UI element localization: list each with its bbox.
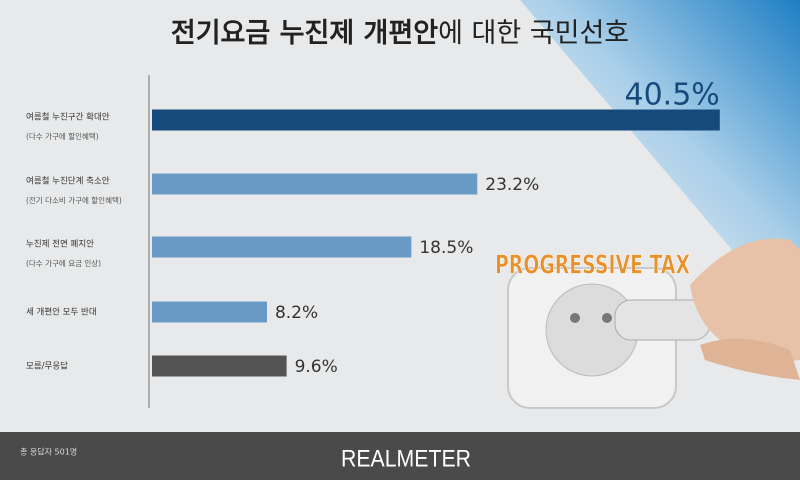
category-note: (다수 가구에 요금 인상): [26, 258, 101, 268]
value-label: 23.2%: [485, 175, 539, 195]
socket-hole: [570, 313, 580, 323]
value-label: 18.5%: [419, 238, 473, 258]
footer-bar: [0, 432, 800, 480]
source-logo: REALMETER: [341, 445, 471, 472]
title-rest: 에 대한 국민선호: [438, 18, 629, 49]
category-label: 세 개편안 모두 반대: [26, 307, 97, 318]
socket-hole: [602, 313, 612, 323]
title-bold: 전기요금 누진제 개편안: [171, 18, 438, 49]
bar: [152, 173, 478, 195]
chart-title: 전기요금 누진제 개편안에 대한 국민선호: [171, 18, 629, 49]
value-label: 40.5%: [624, 78, 719, 113]
value-label: 8.2%: [275, 303, 318, 323]
plug-illustration: PROGRESSIVE TAX: [495, 238, 800, 409]
category-note: (다수 가구에 할인혜택): [26, 131, 99, 141]
category-label: 누진제 전면 폐지안: [26, 239, 94, 250]
image-text: PROGRESSIVE TAX: [495, 251, 690, 281]
bar: [152, 301, 267, 323]
category-label: 여름철 누진구간 확대안: [26, 112, 110, 123]
category-label: 여름철 누진단계 축소안: [26, 176, 110, 187]
bar: [152, 355, 287, 377]
hand-finger: [700, 338, 800, 380]
bar: [152, 236, 412, 258]
category-label: 모름/무응답: [26, 361, 68, 372]
background-accent: [520, 0, 800, 330]
bar: [152, 109, 720, 131]
hand: [690, 238, 800, 361]
category-note: (전기 다소비 가구에 할인혜택): [26, 195, 122, 205]
value-label: 9.6%: [295, 357, 338, 377]
footnote: 총 응답자 501명: [20, 447, 77, 457]
